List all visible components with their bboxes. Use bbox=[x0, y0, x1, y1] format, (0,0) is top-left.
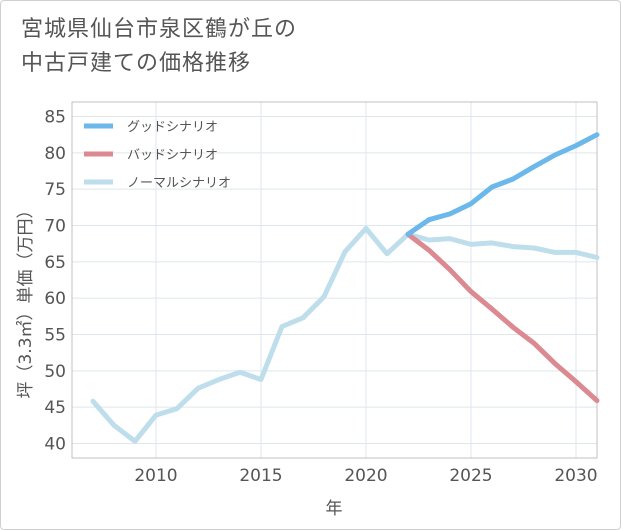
legend-item-normal[interactable]: ノーマルシナリオ bbox=[84, 176, 231, 191]
y-tick-label: 45 bbox=[44, 398, 66, 418]
series-line-normal bbox=[90, 225, 600, 444]
chart-title-line-2: 中古戸建ての価格推移 bbox=[21, 51, 252, 76]
legend-label: バッドシナリオ bbox=[127, 148, 218, 163]
x-tick-label: 2025 bbox=[449, 466, 492, 486]
tick-labels: 40 45 50 55 60 65 70 75 80 85 2010 2015 2020 2025 2030 bbox=[44, 108, 597, 486]
legend-label: ノーマルシナリオ bbox=[127, 176, 231, 191]
y-tick-label: 85 bbox=[44, 108, 66, 128]
legend-item-good[interactable]: グッドシナリオ bbox=[84, 120, 218, 135]
legend-item-bad[interactable]: バッドシナリオ bbox=[84, 148, 218, 163]
y-tick-label: 55 bbox=[44, 325, 66, 345]
chart-title: 宮城県仙台市泉区鶴が丘の 中古戸建ての価格推移 bbox=[21, 13, 297, 81]
y-axis-label: 坪（3.3㎡）単価（万円） bbox=[16, 201, 36, 398]
grid-lines bbox=[72, 102, 597, 458]
x-tick-label: 2020 bbox=[344, 466, 387, 486]
y-tick-label: 60 bbox=[44, 289, 66, 309]
plot-area-border bbox=[71, 101, 598, 459]
series-line-good bbox=[405, 132, 600, 237]
series-line-bad bbox=[405, 231, 600, 404]
legend-label: グッドシナリオ bbox=[127, 120, 218, 135]
chart-title-line-1: 宮城県仙台市泉区鶴が丘の bbox=[21, 17, 298, 42]
x-tick-label: 2030 bbox=[554, 466, 597, 486]
x-tick-label: 2010 bbox=[134, 466, 177, 486]
y-tick-label: 40 bbox=[44, 434, 66, 454]
series-layer bbox=[90, 132, 600, 444]
y-tick-label: 75 bbox=[44, 180, 66, 200]
y-tick-label: 80 bbox=[44, 144, 66, 164]
x-axis-label: 年 bbox=[326, 499, 343, 519]
y-tick-label: 50 bbox=[44, 362, 66, 382]
y-tick-label: 70 bbox=[44, 217, 66, 237]
y-tick-label: 65 bbox=[44, 253, 66, 273]
x-tick-label: 2015 bbox=[239, 466, 282, 486]
